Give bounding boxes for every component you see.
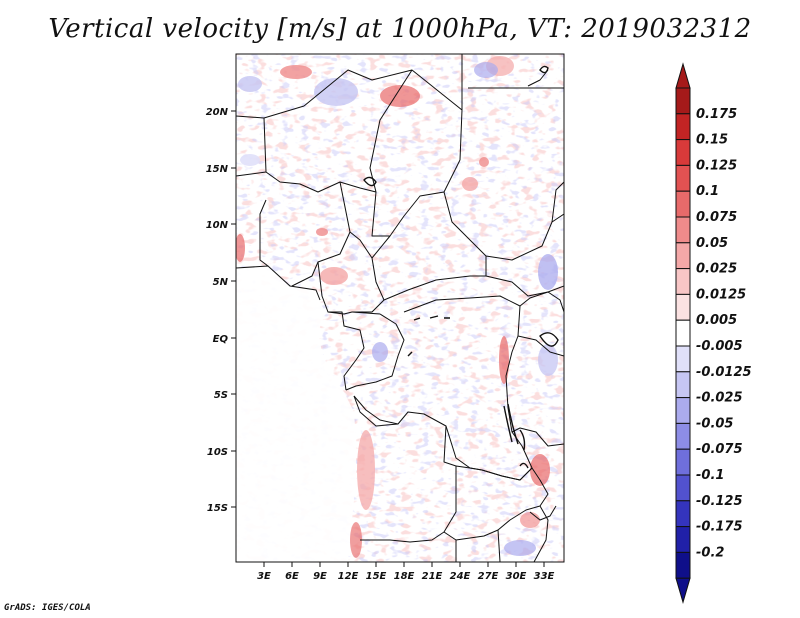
colorbar-swatch <box>675 397 691 424</box>
colorbar-label: 0.175 <box>696 107 737 122</box>
colorbar-swatch <box>675 139 691 166</box>
colorbar-label: -0.075 <box>696 442 743 457</box>
colorbar-swatch <box>675 448 691 476</box>
lakes <box>363 65 559 469</box>
colorbar-label: -0.125 <box>696 494 743 509</box>
lon-label: 24E <box>450 571 471 582</box>
lat-label: 10N <box>206 220 229 231</box>
colorbar-swatch <box>675 164 691 192</box>
colorbar-label: 0.125 <box>696 158 737 173</box>
footer-credit: GrADS: IGES/COLA <box>4 603 91 613</box>
lat-label: 10S <box>207 447 228 458</box>
lon-axis: 3E 6E 9E 12E 15E 18E 21E 24E 27E 30E 33E <box>257 562 555 582</box>
country-borders <box>236 54 564 562</box>
lon-label: 15E <box>366 571 387 582</box>
colorbar-swatch <box>675 190 691 218</box>
colorbar-label: -0.2 <box>696 545 724 560</box>
colorbar-label: -0.025 <box>696 391 743 406</box>
colorbar: 0.175 0.15 0.125 0.1 0.075 0.05 0.025 0.0125 0.0… <box>675 62 752 604</box>
colorbar-swatch <box>675 242 691 270</box>
colorbar-label: 0.075 <box>696 210 737 225</box>
colorbar-swatch <box>675 268 691 295</box>
colorbar-swatch <box>675 474 691 502</box>
lat-label: 20N <box>206 107 229 118</box>
colorbar-label: -0.05 <box>696 416 733 431</box>
lat-label: 15S <box>207 503 228 514</box>
colorbar-swatch <box>675 422 691 450</box>
colorbar-label: -0.005 <box>696 339 743 354</box>
colorbar-label: 0.025 <box>696 262 737 277</box>
colorbar-swatch <box>675 551 691 579</box>
colorbar-swatch <box>675 216 691 244</box>
colorbar-swatch <box>675 500 691 528</box>
colorbar-label: 0.005 <box>696 313 737 328</box>
vertical-velocity-field <box>236 54 564 562</box>
colorbar-label: -0.1 <box>696 468 724 483</box>
colorbar-label: 0.0125 <box>696 287 746 302</box>
colorbar-swatch <box>675 319 691 347</box>
lon-label: 9E <box>313 571 327 582</box>
lon-label: 12E <box>338 571 359 582</box>
gulf-coastline <box>236 265 321 301</box>
lon-label: 3E <box>257 571 271 582</box>
colorbar-swatch <box>675 345 691 373</box>
lat-label: EQ <box>213 334 229 345</box>
colorbar-bottom-arrow <box>675 577 691 604</box>
colorbar-label: 0.05 <box>696 236 728 251</box>
colorbar-label: -0.0125 <box>696 365 752 380</box>
colorbar-swatch <box>675 113 691 141</box>
colorbar-label: 0.15 <box>696 133 728 148</box>
chart-title: Vertical velocity [m/s] at 1000hPa, VT: … <box>48 14 752 44</box>
upward-motion-patches <box>236 56 550 558</box>
colorbar-swatch <box>675 371 691 399</box>
map-frame <box>235 53 565 563</box>
lon-label: 18E <box>394 571 415 582</box>
colorbar-swatch <box>675 293 691 321</box>
lon-label: 27E <box>478 571 499 582</box>
lon-label: 30E <box>506 571 527 582</box>
colorbar-label: 0.1 <box>696 184 719 199</box>
lat-label: 15N <box>206 164 229 175</box>
colorbar-swatch <box>675 526 691 553</box>
lon-label: 21E <box>422 571 443 582</box>
lat-label: 5N <box>213 277 229 288</box>
colorbar-top-arrow <box>675 62 691 89</box>
colorbar-swatch <box>675 87 691 115</box>
colorbar-label: -0.175 <box>696 520 743 535</box>
lon-label: 33E <box>534 571 555 582</box>
downward-motion-patches <box>238 62 558 556</box>
lat-label: 5S <box>214 390 228 401</box>
lat-axis: 20N 15N 10N 5N EQ 5S 10S 15S <box>206 107 236 514</box>
lon-label: 6E <box>285 571 299 582</box>
